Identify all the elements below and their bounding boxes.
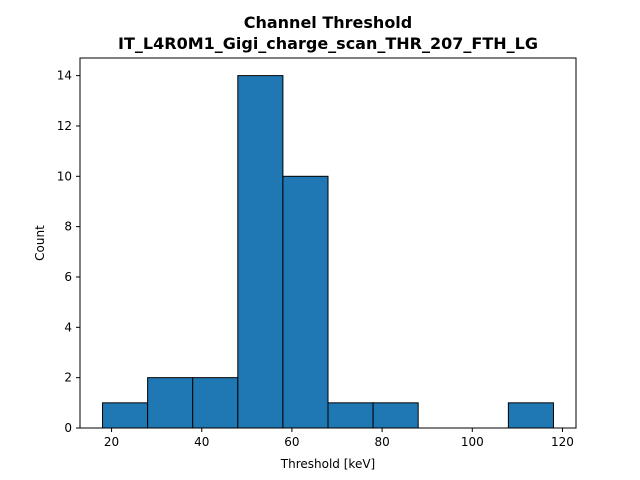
x-tick-label: 40	[194, 435, 209, 449]
x-tick-label: 100	[461, 435, 484, 449]
y-tick-label: 4	[64, 320, 72, 334]
x-axis-label: Threshold [keV]	[280, 457, 375, 471]
histogram-bar	[327, 402, 374, 429]
y-tick-label: 12	[57, 119, 72, 133]
x-tick-label: 80	[374, 435, 389, 449]
bars-group	[102, 75, 554, 429]
y-tick-label: 2	[64, 371, 72, 385]
histogram-bar	[372, 402, 419, 429]
y-tick-label: 8	[64, 220, 72, 234]
y-ticks-group: 0 2 4 6 8 10 12 14	[57, 69, 80, 435]
histogram-bar	[102, 402, 149, 429]
histogram-bar	[237, 75, 284, 429]
y-tick-label: 10	[57, 169, 72, 183]
x-tick-label: 120	[551, 435, 574, 449]
histogram-bar	[192, 377, 239, 429]
y-tick-label: 0	[64, 421, 72, 435]
histogram-bar	[147, 377, 194, 429]
y-tick-label: 6	[64, 270, 72, 284]
x-ticks-group: 20 40 60 80 100 120	[104, 428, 574, 449]
x-tick-label: 20	[104, 435, 119, 449]
histogram-bar	[282, 175, 329, 429]
histogram-bar	[507, 402, 554, 429]
x-tick-label: 60	[284, 435, 299, 449]
chart-title-line2: IT_L4R0M1_Gigi_charge_scan_THR_207_FTH_L…	[118, 34, 538, 53]
y-tick-label: 14	[57, 69, 72, 83]
plot-frame	[79, 57, 577, 429]
y-axis-label: Count	[33, 225, 47, 261]
chart-title-line1: Channel Threshold	[244, 13, 413, 32]
